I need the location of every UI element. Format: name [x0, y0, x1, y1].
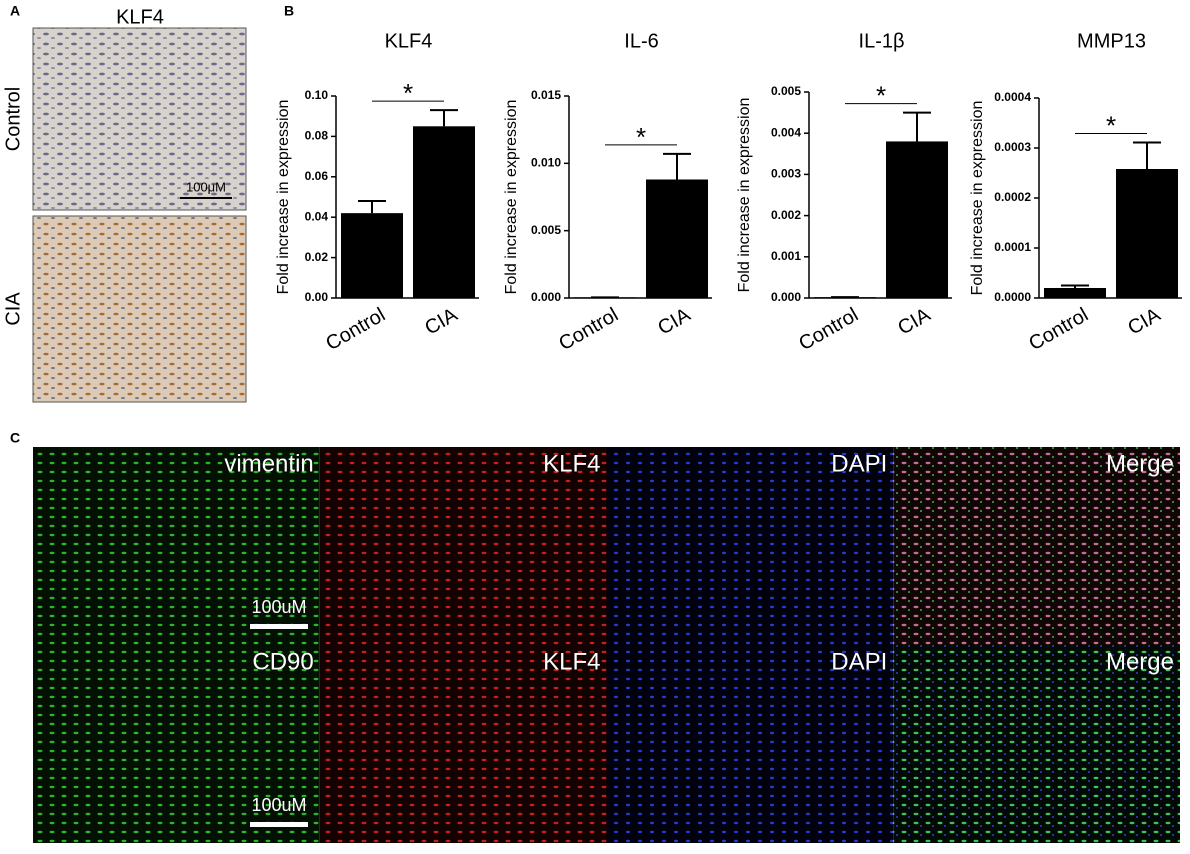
scale-bar [250, 822, 308, 827]
fluorescence-image [893, 645, 1180, 843]
x-tick-label: CIA [654, 304, 694, 340]
x-tick-label: CIA [894, 304, 934, 340]
scale-label: 100μM [186, 179, 226, 194]
y-tick-label: 0.001 [771, 249, 801, 263]
channel-label: Merge [1106, 648, 1174, 675]
fluorescence-image [319, 447, 607, 645]
bar [1044, 288, 1106, 298]
y-tick-label: 0.002 [771, 208, 801, 222]
scale-label: 100uM [251, 795, 306, 815]
y-tick-label: 0.010 [531, 156, 561, 170]
row-label: Control [2, 87, 24, 151]
y-tick-label: 0.000 [531, 290, 561, 304]
significance-mark: * [1106, 110, 1116, 140]
bar [814, 297, 876, 298]
panel-label: A [10, 3, 20, 19]
chart-title: MMP13 [1077, 30, 1146, 52]
bar [646, 179, 708, 298]
channel-label: KLF4 [543, 648, 600, 675]
channel-label: DAPI [831, 648, 887, 675]
channel-label: CD90 [252, 648, 313, 675]
y-tick-label: 0.0002 [994, 190, 1031, 204]
fluorescence-image [33, 645, 320, 843]
fluorescence-image [893, 447, 1180, 645]
y-axis-label: Fold increase in expression [736, 98, 753, 293]
chart-title: KLF4 [385, 30, 433, 52]
channel-label: vimentin [224, 450, 313, 477]
y-tick-label: 0.000 [771, 290, 801, 304]
x-tick-label: Control [795, 304, 862, 355]
y-axis-label: Fold increase in expression [969, 101, 986, 296]
y-axis-label: Fold increase in expression [503, 100, 520, 295]
y-tick-label: 0.005 [531, 223, 561, 237]
y-tick-label: 0.0003 [994, 140, 1031, 154]
scale-label: 100uM [251, 597, 306, 617]
ihc-image [32, 215, 247, 403]
x-tick-label: CIA [1124, 304, 1164, 340]
bar [341, 213, 403, 298]
panel-label: B [284, 3, 294, 19]
y-tick-label: 0.10 [305, 88, 329, 102]
significance-mark: * [403, 78, 413, 108]
y-tick-label: 0.0004 [994, 90, 1031, 104]
chart-title: IL-6 [624, 30, 658, 52]
channel-label: DAPI [831, 450, 887, 477]
fluorescence-image [33, 447, 320, 645]
panel-label: C [10, 430, 20, 446]
fluorescence-image [606, 645, 894, 843]
channel-label: KLF4 [543, 450, 600, 477]
y-tick-label: 0.06 [305, 169, 329, 183]
y-tick-label: 0.0001 [994, 240, 1031, 254]
x-tick-label: Control [322, 304, 389, 355]
bar [1116, 169, 1178, 298]
y-tick-label: 0.004 [771, 125, 801, 139]
bar [413, 126, 475, 298]
bar [886, 141, 948, 298]
y-axis-label: Fold increase in expression [275, 100, 292, 295]
y-tick-label: 0.0000 [994, 290, 1031, 304]
y-tick-label: 0.015 [531, 88, 561, 102]
fluorescence-image [606, 447, 894, 645]
y-tick-label: 0.02 [305, 250, 329, 264]
channel-label: Merge [1106, 450, 1174, 477]
x-tick-label: Control [555, 304, 622, 355]
scale-bar [250, 624, 308, 629]
significance-mark: * [876, 80, 886, 110]
chart-title: IL-1β [859, 30, 905, 52]
significance-mark: * [636, 122, 646, 152]
bar [574, 297, 636, 298]
y-tick-label: 0.08 [305, 129, 329, 143]
fluorescence-image [319, 645, 607, 843]
ihc-image [32, 27, 247, 211]
y-tick-label: 0.04 [305, 209, 329, 223]
row-label: CIA [2, 292, 24, 326]
y-tick-label: 0.00 [305, 290, 329, 304]
panel-title: KLF4 [116, 6, 164, 28]
y-tick-label: 0.005 [771, 84, 801, 98]
x-tick-label: Control [1025, 304, 1092, 355]
y-tick-label: 0.003 [771, 167, 801, 181]
x-tick-label: CIA [421, 304, 461, 340]
